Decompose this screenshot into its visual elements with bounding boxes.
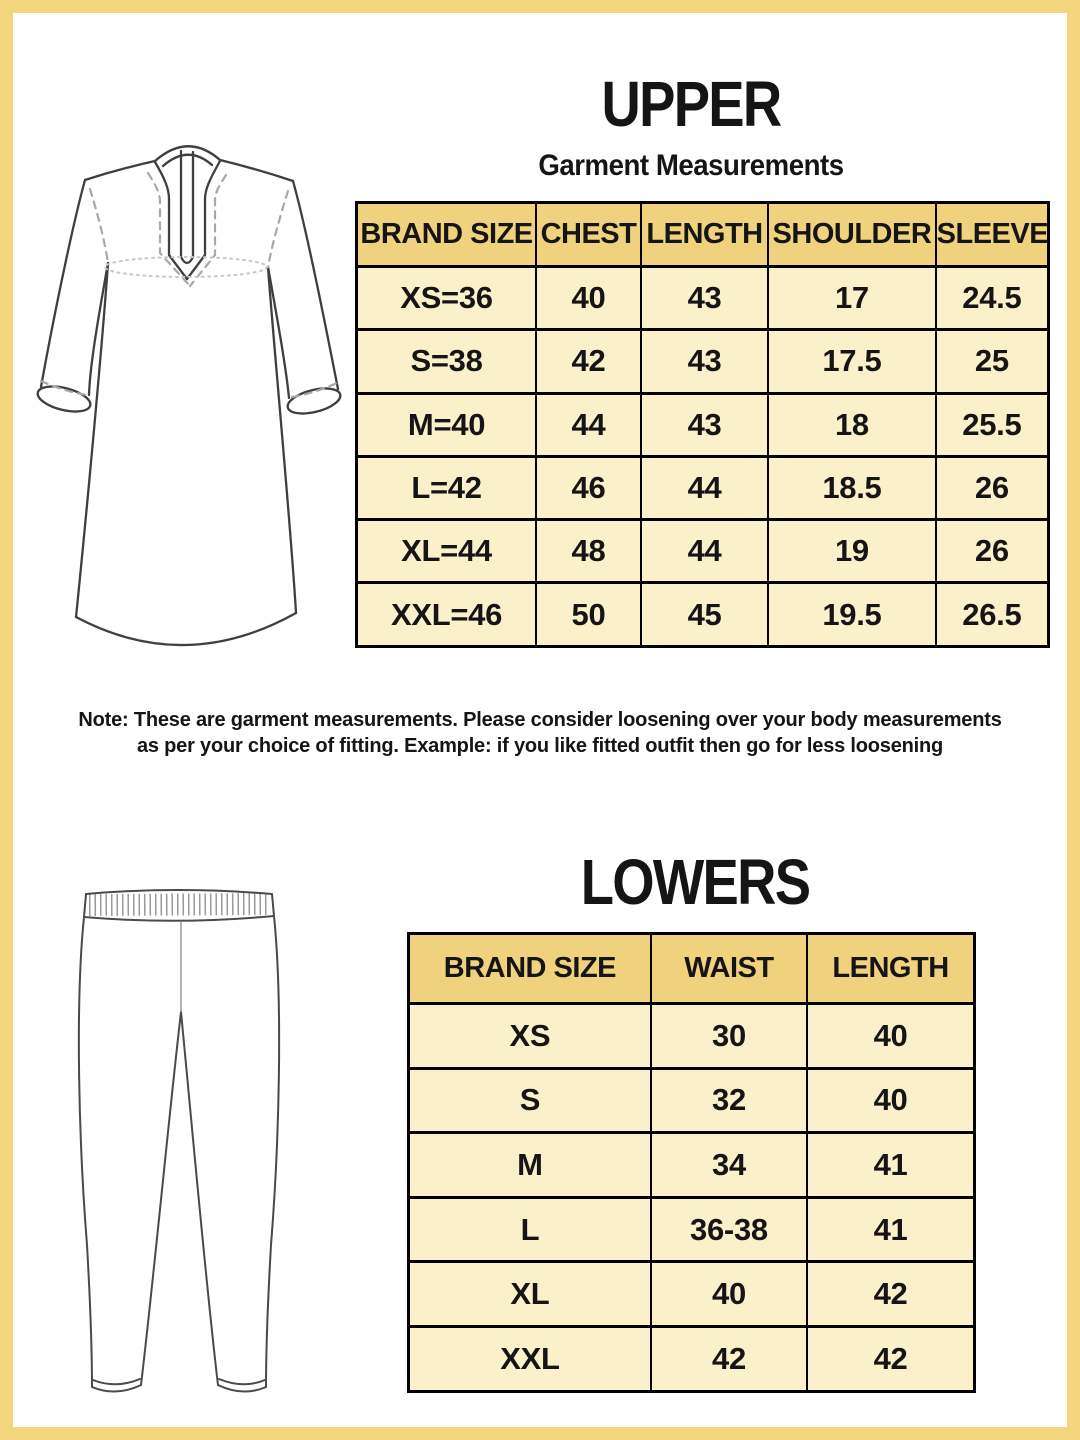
table-cell: 40 (649, 1260, 809, 1328)
table-cell: 26 (934, 454, 1050, 522)
table-cell: S=38 (355, 328, 538, 395)
table-cell: L=42 (355, 454, 538, 522)
table-cell: 25.5 (934, 391, 1050, 458)
table-cell: L (407, 1195, 652, 1264)
table-cell: 36-38 (649, 1195, 809, 1264)
kurta-placket (153, 160, 189, 281)
pants-waistband (85, 889, 273, 895)
table-cell: XL=44 (355, 518, 538, 585)
table-row: M 34 41 (407, 1131, 976, 1199)
table-cell: 17.5 (767, 328, 937, 395)
table-cell: 45 (639, 581, 770, 648)
column-header: LENGTH (806, 932, 976, 1005)
table-cell: 18.5 (767, 454, 937, 522)
table-cell: 40 (806, 1066, 976, 1135)
table-cell: 48 (535, 518, 642, 585)
table-cell: 42 (535, 328, 642, 395)
column-header: BRAND SIZE (407, 932, 652, 1005)
pants-left-hem (91, 1384, 142, 1393)
lowers-size-table: BRAND SIZE WAIST LENGTH XS 30 40 S 32 40 M 34 41 L 36… (407, 932, 976, 1393)
table-row: L 36-38 41 (407, 1195, 976, 1264)
table-cell: 44 (639, 454, 770, 522)
column-header: SHOULDER (767, 201, 937, 268)
table-cell: 42 (806, 1324, 976, 1393)
column-header: LENGTH (639, 201, 770, 268)
table-cell: XXL (407, 1324, 652, 1393)
table-row: XS=36 40 43 17 24.5 (355, 264, 1050, 332)
note-line-2: as per your choice of fitting. Example: … (136, 734, 944, 757)
upper-size-table: BRAND SIZE CHEST LENGTH SHOULDER SLEEVE XS=36… (355, 201, 1050, 648)
table-cell: 26 (934, 518, 1050, 585)
table-cell: 41 (806, 1195, 976, 1264)
column-header: CHEST (535, 201, 642, 268)
table-cell: 43 (639, 264, 770, 332)
table-row: L=42 46 44 18.5 26 (355, 454, 1050, 522)
kurta-chest-dotted-line (104, 256, 268, 278)
table-cell: XL (407, 1260, 652, 1328)
table-cell: XS (407, 1002, 652, 1070)
table-cell: 40 (806, 1002, 976, 1070)
kurta-left-cuff (36, 385, 92, 413)
table-cell: M=40 (355, 391, 538, 458)
pants-illustration (77, 889, 281, 1393)
upper-subtitle: Garment Measurements (538, 149, 844, 182)
kurta-illustration (36, 145, 342, 647)
table-row: XS 30 40 (407, 1002, 976, 1070)
kurta-collar-inner (161, 153, 214, 168)
table-cell: 41 (806, 1131, 976, 1199)
table-cell: 24.5 (934, 264, 1050, 332)
table-cell: 17 (767, 264, 937, 332)
table-cell: 46 (535, 454, 642, 522)
table-row: S 32 40 (407, 1066, 976, 1135)
table-row: S=38 42 43 17.5 25 (355, 328, 1050, 395)
table-header-row: BRAND SIZE CHEST LENGTH SHOULDER SLEEVE (355, 201, 1050, 268)
table-cell: 18 (767, 391, 937, 458)
table-row: XL 40 42 (407, 1260, 976, 1328)
column-header: BRAND SIZE (355, 201, 538, 268)
pants-right-hem (217, 1384, 267, 1393)
table-cell: 30 (649, 1002, 809, 1070)
note-text: Note: These are garment measurements. Pl… (37, 708, 1043, 759)
table-row: M=40 44 43 18 25.5 (355, 391, 1050, 458)
table-cell: M (407, 1131, 652, 1199)
table-cell: 19 (767, 518, 937, 585)
table-cell: XXL=46 (355, 581, 538, 648)
column-header: WAIST (649, 932, 809, 1005)
table-cell: 25 (934, 328, 1050, 395)
table-cell: 42 (649, 1324, 809, 1393)
table-row: XXL=46 50 45 19.5 26.5 (355, 581, 1050, 648)
table-cell: 43 (639, 391, 770, 458)
table-row: XXL 42 42 (407, 1324, 976, 1393)
kurta-right-cuff (286, 387, 342, 415)
column-header: SLEEVE (934, 201, 1050, 268)
table-cell: 50 (535, 581, 642, 648)
table-cell: 40 (535, 264, 642, 332)
kurta-hem (74, 611, 298, 647)
table-row: XL=44 48 44 19 26 (355, 518, 1050, 585)
table-cell: 43 (639, 328, 770, 395)
note-line-1: Note: These are garment measurements. Pl… (78, 709, 1002, 731)
table-cell: 19.5 (767, 581, 937, 648)
table-cell: S (407, 1066, 652, 1135)
pants-waistband-ribbing (88, 893, 271, 916)
table-cell: 34 (649, 1131, 809, 1199)
table-cell: 42 (806, 1260, 976, 1328)
table-cell: 44 (639, 518, 770, 585)
table-cell: 26.5 (934, 581, 1050, 648)
table-header-row: BRAND SIZE WAIST LENGTH (407, 932, 976, 1005)
kurta-collar-outer (153, 145, 222, 163)
kurta-yoke-dashed (88, 187, 110, 265)
table-cell: 44 (535, 391, 642, 458)
table-cell: 32 (649, 1066, 809, 1135)
table-cell: XS=36 (355, 264, 538, 332)
upper-title: UPPER (601, 68, 783, 140)
lowers-title: LOWERS (580, 846, 811, 918)
